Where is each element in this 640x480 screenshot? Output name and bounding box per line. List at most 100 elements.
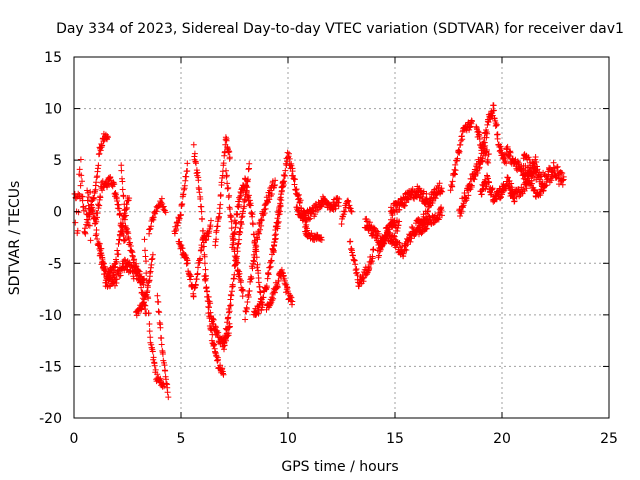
data-point [152, 366, 159, 373]
data-point [384, 224, 391, 231]
data-point [179, 201, 186, 207]
data-point [338, 221, 345, 227]
data-point [553, 164, 560, 171]
data-point [537, 192, 544, 199]
data-point [254, 261, 261, 268]
data-point [257, 298, 264, 305]
data-point [280, 172, 287, 178]
data-point [268, 257, 275, 264]
data-point [192, 282, 199, 289]
data-point [439, 212, 445, 219]
data-point [200, 227, 207, 234]
data-point [497, 143, 504, 150]
data-point [94, 210, 101, 217]
data-point [247, 202, 254, 209]
data-point [259, 301, 266, 308]
data-point [257, 289, 264, 296]
data-point [100, 260, 107, 267]
data-point [93, 218, 100, 225]
data-point [423, 190, 430, 197]
data-point [144, 284, 151, 291]
data-point [456, 148, 463, 155]
data-point [439, 188, 446, 195]
data-point [224, 326, 230, 333]
data-point [498, 146, 505, 152]
data-point [248, 275, 255, 282]
data-point [147, 334, 154, 341]
data-point [525, 154, 532, 161]
data-point [215, 213, 222, 220]
data-point [115, 201, 122, 208]
data-point [221, 339, 228, 346]
data-point [126, 195, 133, 202]
data-point [490, 107, 497, 114]
data-point [541, 183, 548, 190]
data-point [78, 172, 85, 179]
data-point [457, 141, 464, 148]
data-point [246, 287, 253, 294]
data-point [226, 192, 233, 199]
data-point [121, 216, 128, 223]
data-point [274, 284, 281, 291]
data-point [208, 217, 214, 224]
data-point [272, 235, 279, 242]
data-point [223, 137, 230, 144]
data-point [156, 309, 163, 316]
data-point [241, 203, 248, 210]
data-point [203, 275, 209, 282]
data-point [459, 136, 466, 143]
data-point [375, 230, 382, 237]
data-point [245, 294, 252, 300]
data-point [400, 250, 407, 257]
y-tick-label: 10 [44, 102, 62, 118]
data-point [438, 207, 445, 214]
data-point [117, 210, 124, 217]
data-point [96, 150, 103, 157]
data-point [312, 211, 319, 218]
data-point [366, 219, 373, 226]
data-point [461, 190, 468, 196]
data-point [234, 211, 241, 217]
data-point [336, 196, 343, 202]
data-point [121, 207, 128, 214]
data-point [429, 198, 436, 204]
data-point [181, 186, 187, 193]
data-point [481, 139, 488, 146]
data-point [390, 207, 397, 214]
data-point [288, 294, 295, 301]
data-point [146, 328, 153, 335]
data-point [222, 334, 229, 341]
data-point [452, 161, 459, 168]
data-point [148, 261, 155, 268]
data-point [407, 238, 414, 245]
data-point [348, 208, 355, 215]
data-point [243, 306, 250, 312]
data-point [94, 214, 100, 221]
data-point [86, 222, 93, 229]
data-point [200, 243, 207, 250]
data-point [79, 178, 85, 185]
data-point [110, 272, 117, 278]
data-point [216, 205, 223, 212]
data-point [104, 134, 111, 141]
data-point [239, 293, 246, 300]
data-point [508, 180, 515, 187]
data-point [226, 323, 233, 330]
data-point [97, 194, 104, 201]
data-point [117, 272, 124, 279]
y-tick-label: 5 [53, 153, 62, 169]
data-point [346, 202, 353, 209]
data-point [223, 167, 229, 174]
data-point [162, 209, 169, 216]
data-point [207, 300, 214, 307]
data-point [451, 171, 458, 178]
data-point [188, 273, 194, 280]
grid-lines [74, 57, 609, 418]
data-point [141, 236, 148, 243]
data-point [485, 159, 492, 166]
data-point [270, 295, 277, 302]
data-point [426, 195, 433, 202]
data-point [486, 179, 492, 186]
